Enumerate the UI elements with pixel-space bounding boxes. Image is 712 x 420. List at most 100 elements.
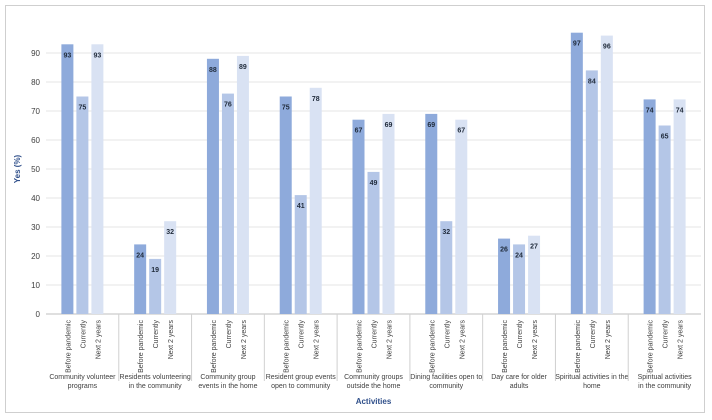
series-tick-label: Before pandemic xyxy=(502,320,509,373)
y-tick-label: 60 xyxy=(31,136,40,145)
category-label: Spiritual activities xyxy=(638,374,693,381)
series-tick-label: Next 2 years xyxy=(459,320,466,360)
data-label: 67 xyxy=(355,128,363,135)
series-tick-label: Before pandemic xyxy=(65,320,72,373)
bar xyxy=(309,87,322,314)
bar xyxy=(76,96,89,314)
bar xyxy=(206,58,219,314)
bar xyxy=(221,93,234,314)
series-tick-label: Before pandemic xyxy=(211,320,218,373)
y-tick-label: 50 xyxy=(31,165,40,174)
category-label: Community group xyxy=(200,374,255,381)
bar xyxy=(658,125,671,314)
series-tick-label: Currently xyxy=(80,320,87,349)
data-label: 67 xyxy=(457,128,465,135)
data-label: 65 xyxy=(661,134,669,141)
data-label: 19 xyxy=(151,267,159,274)
data-label: 41 xyxy=(297,203,305,210)
data-label: 89 xyxy=(239,64,247,71)
series-tick-label: Currently xyxy=(590,320,597,349)
category-label: in the community xyxy=(638,383,691,390)
category-label: Community volunteer xyxy=(49,374,116,381)
series-tick-label: Next 2 years xyxy=(241,320,248,360)
category-label: home xyxy=(583,383,601,390)
y-tick-label: 80 xyxy=(31,78,40,87)
data-label: 78 xyxy=(312,96,320,103)
series-tick-label: Before pandemic xyxy=(284,320,291,373)
data-label: 49 xyxy=(370,180,378,187)
category-label: programs xyxy=(68,383,98,390)
bar xyxy=(382,113,395,315)
category-label: outside the home xyxy=(347,383,401,390)
series-tick-label: Before pandemic xyxy=(429,320,436,373)
series-tick-label: Currently xyxy=(153,320,160,349)
data-label: 75 xyxy=(282,105,290,112)
series-tick-label: Currently xyxy=(299,320,306,349)
data-label: 76 xyxy=(224,102,232,109)
series-tick-label: Next 2 years xyxy=(605,320,612,360)
category-label: open to community xyxy=(271,383,331,390)
data-label: 69 xyxy=(427,122,435,129)
series-tick-label: Next 2 years xyxy=(387,320,394,360)
bar xyxy=(570,32,583,314)
y-tick-label: 20 xyxy=(31,252,40,261)
series-tick-label: Before pandemic xyxy=(138,320,145,373)
data-label: 24 xyxy=(515,252,523,259)
bar xyxy=(440,221,453,314)
data-label: 75 xyxy=(78,105,86,112)
category-label: Spiritual activities in the xyxy=(555,374,628,381)
bar xyxy=(236,55,249,315)
data-label: 97 xyxy=(573,41,581,48)
category-label: events in the home xyxy=(198,383,257,390)
bar xyxy=(528,235,541,314)
bar xyxy=(498,238,511,314)
bar xyxy=(352,119,365,314)
data-label: 88 xyxy=(209,67,217,74)
bar xyxy=(279,96,292,314)
chart-frame: 0 10 20 30 40 50 60 70 80 90 Yes (%) 93 Before pande… xyxy=(5,5,705,413)
y-axis-title: Yes (%) xyxy=(13,154,22,183)
y-tick-label: 40 xyxy=(31,194,40,203)
y-tick-label: 30 xyxy=(31,223,40,232)
y-tick-label: 0 xyxy=(36,310,41,319)
series-tick-label: Next 2 years xyxy=(95,320,102,360)
category-label: Day care for older xyxy=(491,374,547,381)
category-label: Residents volunteering xyxy=(120,374,191,381)
series-tick-label: Before pandemic xyxy=(648,320,655,373)
bar xyxy=(367,171,380,314)
y-tick-label: 70 xyxy=(31,107,40,116)
data-label: 84 xyxy=(588,78,596,85)
category-label: Dining facilities open to xyxy=(410,374,482,381)
data-label: 96 xyxy=(603,44,611,51)
bar-chart: 0 10 20 30 40 50 60 70 80 90 Yes (%) 93 Before pande… xyxy=(13,32,701,406)
bar xyxy=(425,113,438,315)
data-label: 93 xyxy=(63,52,71,59)
y-tick-label: 10 xyxy=(31,281,40,290)
bar xyxy=(455,119,468,314)
category-label: Community groups xyxy=(344,374,403,381)
series-tick-label: Before pandemic xyxy=(357,320,364,373)
bar xyxy=(643,99,656,315)
bar xyxy=(585,70,598,315)
bar xyxy=(513,244,526,314)
data-label: 74 xyxy=(676,107,684,114)
data-label: 69 xyxy=(385,122,393,129)
bar xyxy=(149,258,162,314)
x-axis-title: Activities xyxy=(356,397,392,406)
bar xyxy=(61,44,74,315)
series-tick-label: Currently xyxy=(663,320,670,349)
data-label: 26 xyxy=(500,247,508,254)
data-label: 74 xyxy=(646,107,654,114)
bar xyxy=(600,35,613,314)
bar xyxy=(294,195,307,314)
data-label: 27 xyxy=(530,244,538,251)
series-tick-label: Next 2 years xyxy=(532,320,539,360)
series-tick-label: Next 2 years xyxy=(314,320,321,360)
series-tick-label: Currently xyxy=(517,320,524,349)
data-label: 32 xyxy=(166,229,174,236)
series-tick-label: Currently xyxy=(372,320,379,349)
series-tick-label: Next 2 years xyxy=(168,320,175,360)
category-label: Resident group events xyxy=(266,374,337,381)
data-label: 32 xyxy=(442,229,450,236)
data-label: 24 xyxy=(136,252,144,259)
